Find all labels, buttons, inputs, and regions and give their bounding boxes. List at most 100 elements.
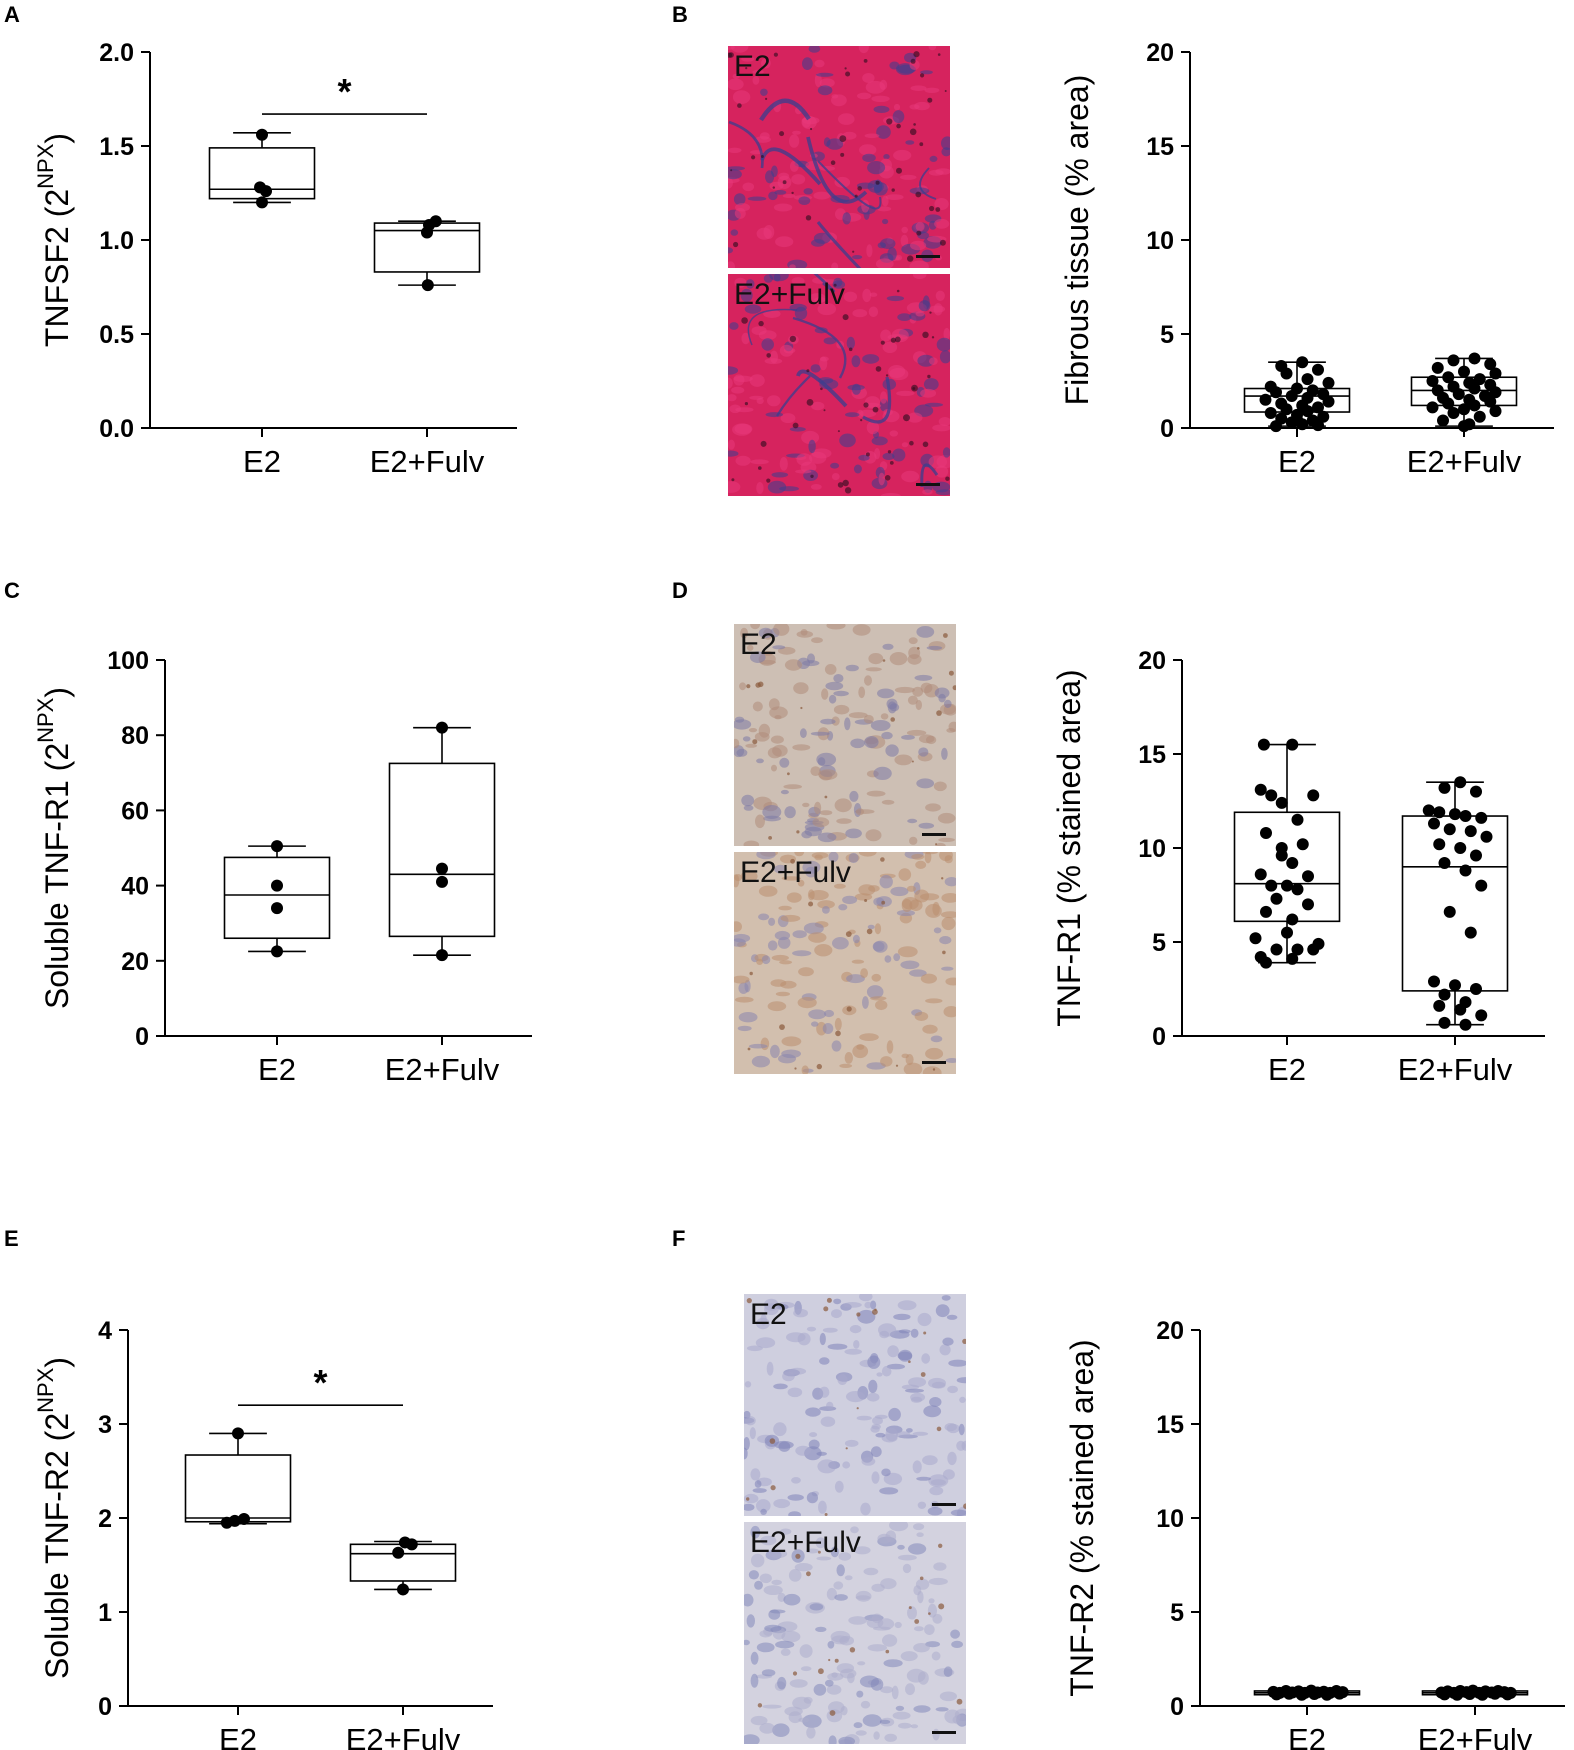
cell-nucleus	[784, 806, 796, 819]
y-axis-label: Fibrous tissue (% area)	[1059, 75, 1095, 406]
cell-nucleus	[811, 637, 823, 644]
collagen-fiber	[817, 160, 882, 210]
cell-nucleus	[856, 1415, 872, 1421]
cell-nucleus	[819, 1332, 826, 1346]
cell-nucleus	[770, 1044, 780, 1059]
cell-nucleus	[863, 1567, 879, 1576]
cell-nucleus	[750, 1715, 768, 1726]
cell-nucleus	[808, 439, 816, 454]
cell-nucleus	[912, 1460, 922, 1474]
cell-nucleus	[933, 1562, 947, 1571]
cell-nucleus	[941, 893, 956, 903]
cell-nucleus	[862, 73, 875, 83]
cell-nucleus	[732, 90, 751, 104]
cell-nucleus	[865, 829, 882, 842]
data-point	[1433, 838, 1446, 851]
data-point	[1260, 826, 1272, 839]
dark-speck	[920, 73, 925, 78]
data-point	[1296, 356, 1309, 369]
collagen-fiber	[759, 98, 811, 122]
cell-nucleus	[901, 734, 915, 740]
cell-nucleus	[871, 973, 882, 982]
cell-nucleus	[750, 459, 769, 465]
cell-nucleus	[830, 462, 840, 469]
stain-granule	[943, 633, 948, 638]
cell-nucleus	[935, 465, 949, 478]
dark-speck	[733, 241, 739, 248]
dark-speck	[760, 440, 767, 447]
cell-nucleus	[931, 1651, 941, 1661]
cell-nucleus	[789, 1679, 808, 1688]
cell-nucleus	[742, 736, 751, 742]
cell-nucleus	[861, 1457, 876, 1466]
data-point	[1463, 1687, 1476, 1700]
stain-granule	[824, 1513, 828, 1516]
cell-nucleus	[934, 198, 949, 210]
cell-nucleus	[893, 1313, 911, 1321]
y-tick-label: 40	[121, 873, 149, 901]
cell-nucleus	[943, 1666, 953, 1677]
cell-nucleus	[800, 629, 808, 636]
cell-nucleus	[744, 1493, 759, 1504]
cell-nucleus	[845, 828, 862, 839]
data-point	[1301, 405, 1314, 418]
stain-granule	[914, 1619, 920, 1624]
cell-nucleus	[880, 329, 892, 342]
dark-speck	[837, 482, 844, 488]
stain-granule	[941, 877, 944, 880]
cell-nucleus	[802, 802, 810, 808]
cell-nucleus	[792, 930, 807, 939]
y-tick-label: 5	[1152, 929, 1166, 957]
cell-nucleus	[920, 893, 940, 901]
dark-speck	[909, 440, 914, 446]
scale-bar	[932, 1503, 956, 1506]
dark-speck	[744, 402, 748, 406]
cell-nucleus	[793, 682, 809, 695]
x-tick-label: E2+Fulv	[1398, 1052, 1513, 1087]
cell-nucleus	[784, 659, 803, 671]
cell-nucleus	[735, 996, 754, 1003]
cell-nucleus	[752, 1488, 767, 1493]
data-point	[1470, 983, 1482, 995]
cell-nucleus	[760, 1508, 767, 1515]
cell-nucleus	[941, 1295, 951, 1301]
data-point	[1286, 952, 1299, 965]
cell-nucleus	[780, 789, 789, 795]
cell-nucleus	[788, 1367, 807, 1375]
y-tick-label: 10	[1156, 1505, 1184, 1533]
cell-nucleus	[918, 822, 935, 829]
cell-nucleus	[812, 817, 830, 828]
dark-speck	[820, 387, 823, 391]
cell-nucleus	[828, 694, 837, 704]
cell-nucleus	[850, 738, 865, 749]
cell-nucleus	[838, 1552, 852, 1561]
data-point	[436, 862, 448, 875]
data-point	[436, 949, 448, 962]
cell-nucleus	[806, 1726, 816, 1739]
micrograph-texture	[734, 624, 956, 846]
data-point	[1307, 943, 1320, 956]
data-point	[1296, 838, 1309, 851]
dark-speck	[789, 335, 797, 343]
data-point	[1454, 1003, 1467, 1016]
cell-nucleus	[857, 1661, 866, 1666]
data-point	[1312, 401, 1324, 414]
cell-nucleus	[745, 743, 758, 748]
cell-nucleus	[843, 291, 858, 302]
cell-nucleus	[934, 687, 950, 699]
dark-speck	[745, 67, 748, 70]
cell-nucleus	[901, 442, 909, 448]
y-axis-label: Soluble TNF-R2 (2NPX)	[33, 1357, 75, 1679]
cell-nucleus	[814, 944, 833, 957]
cell-nucleus	[811, 1021, 819, 1027]
x-tick-label: E2+Fulv	[346, 1722, 461, 1750]
y-tick-label: 20	[121, 948, 149, 976]
cell-nucleus	[897, 1544, 905, 1550]
cell-nucleus	[917, 1501, 927, 1509]
cell-nucleus	[907, 654, 922, 665]
cell-nucleus	[918, 734, 935, 744]
cell-nucleus	[814, 854, 823, 861]
cell-nucleus	[880, 1578, 897, 1590]
data-point	[1433, 999, 1446, 1012]
y-tick-label: 10	[1138, 835, 1166, 863]
